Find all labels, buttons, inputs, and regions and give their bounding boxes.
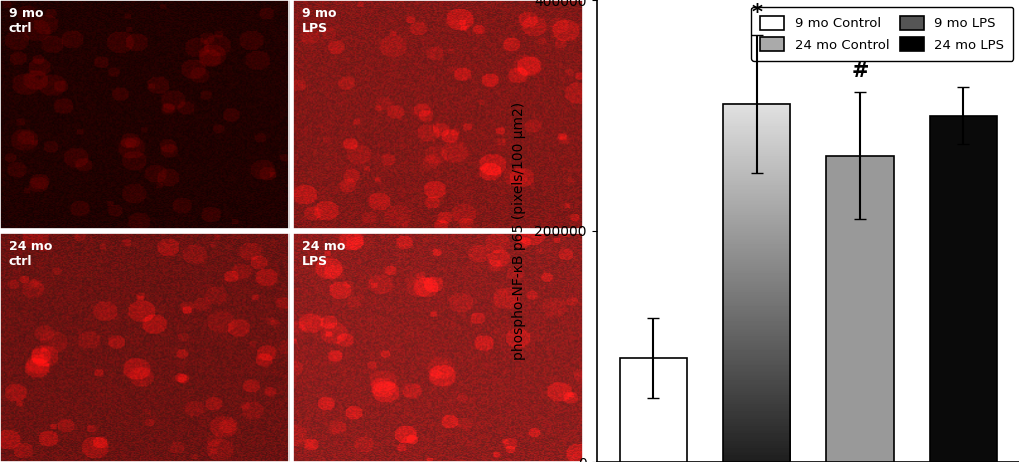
Text: 24 mo
ctrl: 24 mo ctrl — [9, 240, 52, 268]
Text: 9 mo
LPS: 9 mo LPS — [302, 7, 336, 35]
Text: *: * — [750, 3, 761, 23]
Bar — [928, 116, 996, 462]
Y-axis label: phospho-NF-κB p65 (pixels/100 μm2): phospho-NF-κB p65 (pixels/100 μm2) — [512, 102, 526, 360]
Text: 24 mo
LPS: 24 mo LPS — [302, 240, 345, 268]
Legend: 9 mo Control, 24 mo Control, 9 mo LPS, 24 mo LPS: 9 mo Control, 24 mo Control, 9 mo LPS, 2… — [750, 6, 1013, 61]
Bar — [825, 156, 893, 462]
Text: 9 mo
ctrl: 9 mo ctrl — [9, 7, 43, 35]
Bar — [620, 358, 687, 462]
Bar — [722, 104, 790, 462]
Text: #: # — [851, 61, 868, 81]
